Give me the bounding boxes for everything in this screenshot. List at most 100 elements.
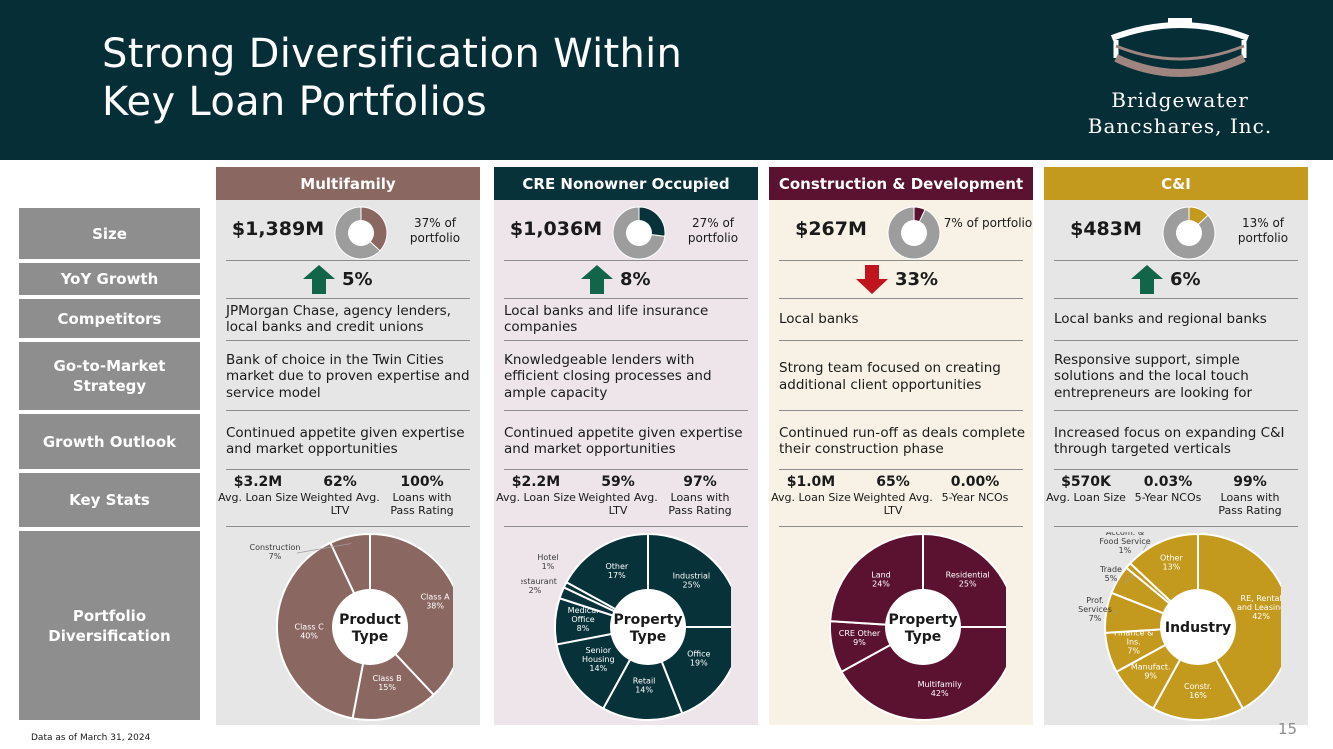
pie-slice-label: Office	[687, 650, 710, 659]
pie-slice-label-line: Constr.	[1184, 682, 1212, 691]
pie-slice-label: Manufact.	[1131, 662, 1171, 671]
strategy-text: Strong team focused on creating addition…	[779, 360, 1001, 393]
key-stat-value: 62%	[323, 474, 357, 490]
portfolio-share: 7% of portfolio	[943, 216, 1033, 230]
pie-slice-value: 13%	[1163, 563, 1181, 572]
key-stat-label: Weighted Avg. LTV	[300, 491, 380, 517]
pie-slice-value: 25%	[683, 581, 701, 590]
pie-center-title-line: Type	[905, 629, 942, 645]
yoy-growth: 5%	[216, 264, 480, 296]
strategy-text: Bank of choice in the Twin Cities market…	[226, 351, 470, 401]
key-stat-value: $3.2M	[233, 474, 283, 490]
row-divider	[226, 260, 470, 261]
pie-slice-label: Industrial	[673, 572, 711, 581]
title-line-2: Key Loan Portfolios	[102, 79, 487, 125]
logo-line-2: Bancshares, Inc.	[1087, 114, 1273, 138]
pie-center-title-line: Property	[888, 612, 957, 628]
row-label-size: Size	[19, 208, 200, 259]
column-header: Construction & Development	[769, 167, 1033, 200]
pie-slice-value: 1%	[542, 562, 555, 571]
row-divider	[504, 469, 748, 470]
pie-slice-label: Constr.	[1184, 682, 1212, 691]
pie-slice-value: 5%	[1105, 574, 1118, 583]
key-stat-label: Avg. Loan Size	[496, 491, 576, 504]
arrow-shape	[581, 265, 613, 294]
size-value: $1,389M	[231, 218, 325, 240]
pie-center-title-line: Product	[339, 612, 401, 628]
row-divider	[1054, 260, 1298, 261]
pie-slice-value: 42%	[931, 689, 949, 698]
leader-line	[296, 543, 352, 554]
pie-center-title: Industry	[1165, 620, 1231, 636]
header-bar: Strong Diversification Within Key Loan P…	[0, 0, 1333, 160]
competitors-text: JPMorgan Chase, agency lenders, local ba…	[226, 302, 451, 336]
outlook-text: Continued appetite given expertise and m…	[504, 424, 743, 458]
column-cre-nonowner: CRE Nonowner Occupied $1,036M 27% of portf…	[494, 167, 758, 725]
pie-slice-label-line: Other	[1160, 554, 1183, 563]
pie-slice-label-line: Hotel	[537, 553, 558, 562]
competitors-text: Local banks and life insurance companies	[504, 302, 709, 336]
row-divider	[504, 410, 748, 411]
donut-hole	[1176, 220, 1202, 246]
key-stat-label: 5-Year NCOs	[1134, 491, 1202, 504]
key-stat-value: 100%	[400, 474, 444, 490]
slide-title: Strong Diversification Within Key Loan P…	[102, 30, 682, 126]
pie-slice-label-line: Accom. &	[1106, 532, 1144, 537]
row-divider	[226, 526, 470, 527]
pie-slice-label-line: Ins.	[1127, 638, 1141, 647]
pie-slice-label-line: Class C	[295, 623, 325, 632]
pie-slice-label-line: Residential	[946, 570, 990, 579]
pie-slice-label: Class C	[295, 623, 325, 632]
size-value: $1,036M	[509, 218, 603, 240]
title-line-1: Strong Diversification Within	[102, 31, 683, 77]
pie-slice	[369, 532, 453, 697]
key-stat-value: $2.2M	[511, 474, 561, 490]
strategy-text: Knowledgeable lenders with efficient clo…	[504, 351, 712, 401]
pie-slice-label: RE, Rental and Leasing	[1237, 594, 1281, 612]
competitors-text: Local banks and regional banks	[1054, 310, 1267, 327]
pie-slice-label-line: Retail	[633, 676, 656, 685]
arrow-up-icon	[581, 265, 613, 294]
row-divider	[226, 298, 470, 299]
key-stat-label: Weighted Avg. LTV	[853, 491, 933, 517]
arrow-shape	[1131, 265, 1163, 294]
key-stat-label: Avg. Loan Size	[1046, 491, 1126, 504]
key-stat-value: 0.03%	[1143, 474, 1193, 490]
portfolio-share: 27% of portfolio	[687, 216, 739, 245]
key-stat-label: Avg. Loan Size	[771, 491, 851, 504]
key-stat: 99% Loans with Pass Rating	[1209, 474, 1291, 517]
pie-slice-value: 19%	[690, 659, 708, 668]
pie-slice-label-line: Trade	[1099, 565, 1122, 574]
key-stat-label: Loans with Pass Rating	[390, 491, 454, 517]
pie-slice-value: 9%	[853, 638, 866, 647]
pie-slice-label-line: Land	[871, 570, 891, 579]
pie-slice	[1151, 624, 1245, 722]
pie-slice-value: 7%	[269, 552, 282, 561]
bridge-arch-icon	[1110, 18, 1250, 77]
growth-value: 6%	[1170, 269, 1201, 290]
yoy-growth: 33%	[769, 264, 1033, 296]
logo-line-1: Bridgewater	[1111, 88, 1249, 112]
key-stat-label: Loans with Pass Rating	[668, 491, 732, 517]
pie-slice-label: Residential	[946, 570, 990, 579]
key-stat: $3.2M Avg. Loan Size	[217, 474, 299, 504]
pie-slice-label-line: Manufact.	[1131, 662, 1171, 671]
pie-slice-label-line: Office	[571, 615, 594, 624]
pie-slice-label-line: Food Service	[1099, 537, 1150, 546]
row-divider	[504, 340, 748, 341]
key-stat-label: Weighted Avg. LTV	[578, 491, 658, 517]
portfolio-share-donut	[334, 206, 388, 260]
arrow-shape	[856, 265, 888, 294]
pie-slice-label-line: Services	[1078, 605, 1112, 614]
pie-slice-label-line: RE, Rental	[1241, 594, 1281, 603]
pie-slice-label-line: CRE Other	[839, 629, 881, 638]
pie-slice-label: Prof. Services	[1078, 596, 1112, 614]
key-stat: 65% Weighted Avg. LTV	[852, 474, 934, 517]
pie-slice-label-line: and Leasing	[1237, 603, 1281, 612]
pie-center-hole	[885, 589, 961, 665]
pie-slice-value: 2%	[529, 586, 542, 595]
pie-slice-value: 15%	[378, 683, 396, 692]
diversification-pie-chart: Class A38% Class B15% Class C40% Constructi…	[250, 532, 453, 721]
row-label-go-to-market: Go-to-Market Strategy	[19, 342, 200, 410]
